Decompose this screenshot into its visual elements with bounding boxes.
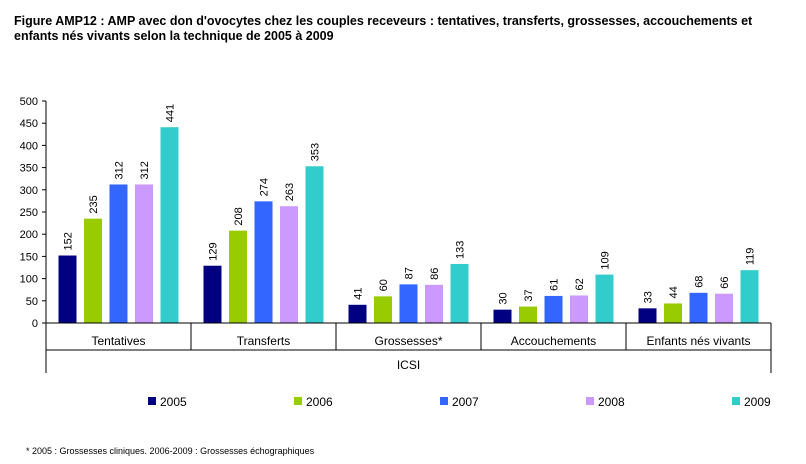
bar bbox=[203, 265, 222, 323]
value-label: 119 bbox=[745, 248, 757, 266]
chart-title: Figure AMP12 : AMP avec don d'ovocytes c… bbox=[14, 14, 753, 43]
y-tick-label: 50 bbox=[26, 296, 38, 308]
bar bbox=[160, 127, 179, 323]
value-label: 235 bbox=[88, 195, 100, 213]
value-label: 30 bbox=[498, 292, 510, 304]
legend-swatch bbox=[732, 397, 740, 405]
group-label: ICSI bbox=[397, 358, 420, 372]
bar bbox=[305, 166, 324, 323]
y-tick-label: 450 bbox=[20, 118, 38, 130]
bar bbox=[519, 306, 537, 323]
bar bbox=[280, 206, 298, 323]
value-label: 312 bbox=[114, 161, 126, 179]
footnote: * 2005 : Grossesses cliniques. 2006-2009… bbox=[26, 446, 315, 456]
category-label: Transferts bbox=[237, 334, 291, 348]
value-label: 441 bbox=[165, 104, 177, 122]
x-axis: Tentatives Transferts Grossesses* Accouchem… bbox=[45, 322, 772, 373]
bar bbox=[493, 309, 512, 323]
legend-label: 2006 bbox=[306, 395, 333, 409]
bar bbox=[740, 270, 759, 323]
category-label: Grossesses* bbox=[374, 334, 442, 348]
legend: 2005 2006 2007 2008 2009 bbox=[148, 395, 771, 409]
value-label: 33 bbox=[643, 291, 655, 303]
value-label: 61 bbox=[549, 279, 561, 291]
value-label: 62 bbox=[574, 278, 586, 290]
category-label: Enfants nés vivants bbox=[646, 334, 750, 348]
bar bbox=[109, 184, 128, 323]
value-label: 312 bbox=[139, 161, 151, 179]
value-label: 37 bbox=[523, 289, 535, 301]
value-label: 208 bbox=[233, 207, 245, 225]
category-label: Accouchements bbox=[511, 334, 596, 348]
legend-label: 2009 bbox=[744, 395, 771, 409]
value-label: 129 bbox=[208, 242, 220, 260]
value-label: 68 bbox=[694, 276, 706, 288]
value-label: 87 bbox=[404, 267, 416, 279]
y-tick-label: 400 bbox=[20, 140, 38, 152]
value-label: 133 bbox=[455, 241, 467, 259]
category-label: Tentatives bbox=[91, 334, 145, 348]
value-label: 86 bbox=[429, 268, 441, 280]
value-label: 44 bbox=[668, 286, 680, 298]
legend-swatch bbox=[294, 397, 302, 405]
value-label: 109 bbox=[600, 251, 612, 269]
bar bbox=[664, 303, 682, 323]
value-label: 274 bbox=[259, 178, 271, 196]
legend-swatch bbox=[586, 397, 594, 405]
y-tick-label: 100 bbox=[20, 274, 38, 286]
legend-swatch bbox=[148, 397, 156, 405]
bar bbox=[595, 274, 614, 323]
y-tick-label: 150 bbox=[20, 251, 38, 263]
y-tick-label: 350 bbox=[20, 163, 38, 175]
bar bbox=[689, 292, 708, 323]
legend-label: 2007 bbox=[452, 395, 479, 409]
bar bbox=[229, 230, 247, 323]
value-label: 66 bbox=[719, 276, 731, 288]
bar bbox=[348, 304, 367, 323]
bar bbox=[254, 201, 273, 323]
bars: 152 235 312 312 441 129 208 274 263 353 41 60 87 86 13… bbox=[58, 104, 759, 323]
value-label: 41 bbox=[353, 288, 365, 300]
y-tick-label: 250 bbox=[20, 207, 38, 219]
bar bbox=[425, 284, 443, 323]
bar bbox=[450, 263, 469, 323]
value-label: 152 bbox=[63, 232, 75, 250]
legend-label: 2008 bbox=[598, 395, 625, 409]
bar bbox=[570, 295, 588, 323]
y-tick-label: 200 bbox=[20, 229, 38, 241]
y-tick-label: 300 bbox=[20, 185, 38, 197]
y-tick-label: 500 bbox=[20, 96, 38, 108]
bar bbox=[638, 308, 657, 323]
legend-swatch bbox=[440, 397, 448, 405]
bar bbox=[58, 255, 77, 323]
bar bbox=[399, 284, 418, 323]
value-label: 263 bbox=[284, 183, 296, 201]
value-label: 353 bbox=[310, 143, 322, 161]
bar bbox=[715, 293, 733, 323]
bar bbox=[135, 184, 153, 323]
y-tick-label: 0 bbox=[32, 318, 38, 330]
y-axis: 0 50 100 150 200 250 300 350 400 450 500 bbox=[20, 96, 47, 330]
value-label: 60 bbox=[378, 279, 390, 291]
legend-label: 2005 bbox=[160, 395, 187, 409]
bar bbox=[84, 218, 102, 323]
bar bbox=[544, 295, 563, 323]
bar bbox=[374, 296, 392, 323]
